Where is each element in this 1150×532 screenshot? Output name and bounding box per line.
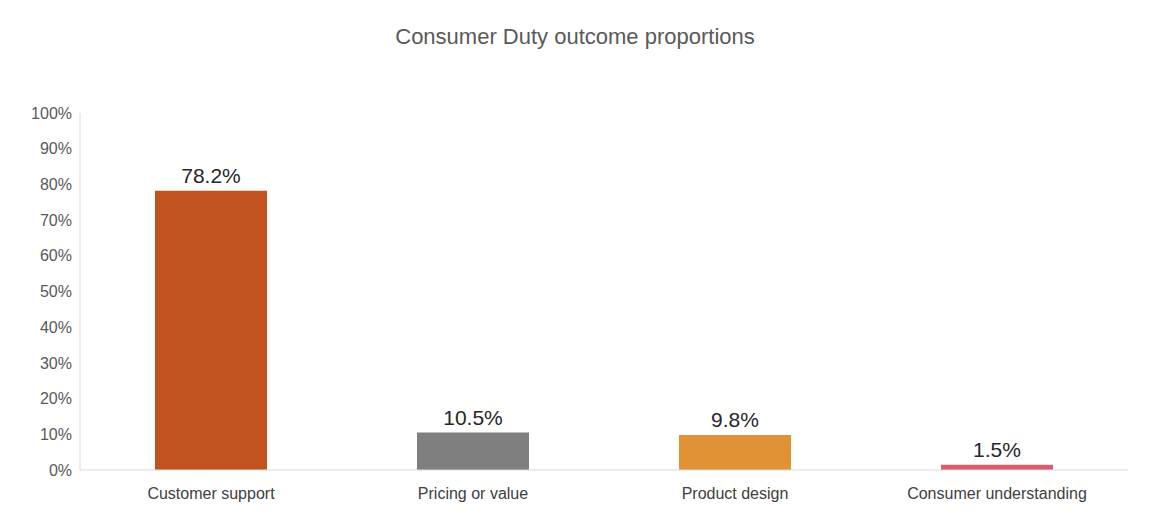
svg-text:1.5%: 1.5% (973, 438, 1021, 461)
svg-text:50%: 50% (40, 283, 72, 300)
svg-text:80%: 80% (40, 176, 72, 193)
svg-text:9.8%: 9.8% (711, 408, 759, 431)
svg-text:20%: 20% (40, 390, 72, 407)
svg-text:Customer support: Customer support (147, 485, 275, 502)
svg-text:90%: 90% (40, 140, 72, 157)
svg-text:10%: 10% (40, 426, 72, 443)
svg-text:60%: 60% (40, 247, 72, 264)
svg-text:100%: 100% (31, 105, 72, 122)
svg-text:Consumer understanding: Consumer understanding (907, 485, 1087, 502)
svg-text:Pricing or value: Pricing or value (418, 485, 528, 502)
html-text:Consumer Duty outcome proporti: Consumer Duty outcome proportions (395, 24, 755, 49)
svg-text:78.2%: 78.2% (181, 164, 241, 187)
svg-text:Product design: Product design (682, 485, 789, 502)
svg-text:0%: 0% (49, 462, 72, 479)
svg-text:30%: 30% (40, 355, 72, 372)
svg-text:70%: 70% (40, 212, 72, 229)
svg-text:40%: 40% (40, 319, 72, 336)
svg-text:10.5%: 10.5% (443, 406, 503, 429)
